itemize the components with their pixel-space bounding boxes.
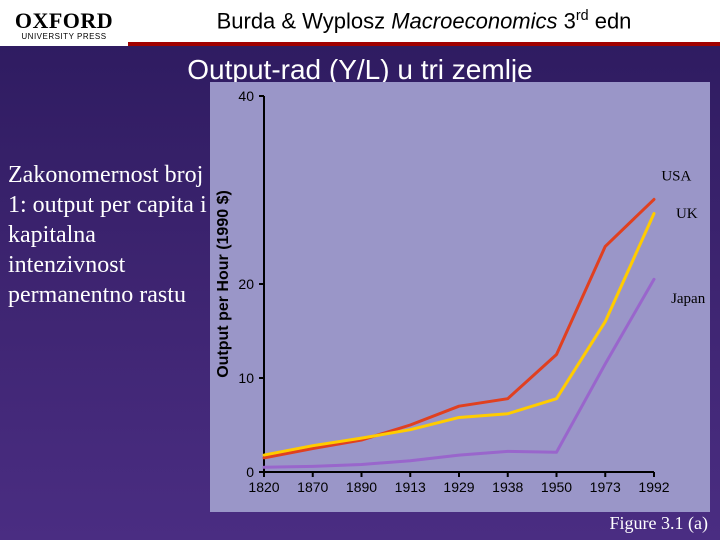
book-name: Macroeconomics: [391, 8, 557, 33]
series-label-japan: Japan: [671, 291, 706, 307]
x-tick-label: 1913: [395, 479, 426, 495]
publisher-subtitle: UNIVERSITY PRESS: [21, 32, 106, 41]
x-tick-label: 1929: [443, 479, 474, 495]
y-tick-label: 20: [238, 276, 254, 292]
body-text: Zakonomernost broj 1: output per capita …: [8, 160, 208, 310]
figure-caption: Figure 3.1 (a): [610, 513, 708, 534]
y-tick-label: 10: [238, 370, 254, 386]
edition-ordinal: rd: [576, 8, 589, 24]
slide-root: OXFORD UNIVERSITY PRESS Burda & Wyplosz …: [0, 0, 720, 540]
x-tick-label: 1820: [248, 479, 279, 495]
x-tick-label: 1973: [590, 479, 621, 495]
book-authors: Burda & Wyplosz: [217, 8, 392, 33]
edition-suffix: edn: [589, 8, 632, 33]
header-bar: OXFORD UNIVERSITY PRESS Burda & Wyplosz …: [0, 0, 720, 46]
y-tick-label: 40: [238, 88, 254, 104]
publisher-logo: OXFORD UNIVERSITY PRESS: [0, 0, 128, 46]
x-tick-label: 1890: [346, 479, 377, 495]
y-tick-label: 0: [246, 464, 254, 480]
x-tick-label: 1992: [638, 479, 669, 495]
book-title: Burda & Wyplosz Macroeconomics 3rd edn: [128, 0, 720, 42]
y-axis-label: Output per Hour (1990 $): [215, 190, 232, 378]
series-label-usa: USA: [661, 169, 691, 185]
x-tick-label: 1950: [541, 479, 572, 495]
publisher-name: OXFORD: [15, 8, 113, 34]
series-label-uk: UK: [676, 206, 698, 222]
x-tick-label: 1870: [297, 479, 328, 495]
x-tick-label: 1938: [492, 479, 523, 495]
edition-prefix: 3: [558, 8, 576, 33]
chart-svg: 0 10 20 40 1820 1870 1890 1913 1929 1938 1950 1973 1…: [210, 82, 710, 512]
output-per-hour-chart: 0 10 20 40 1820 1870 1890 1913 1929 1938 1950 1973 1…: [210, 82, 710, 512]
